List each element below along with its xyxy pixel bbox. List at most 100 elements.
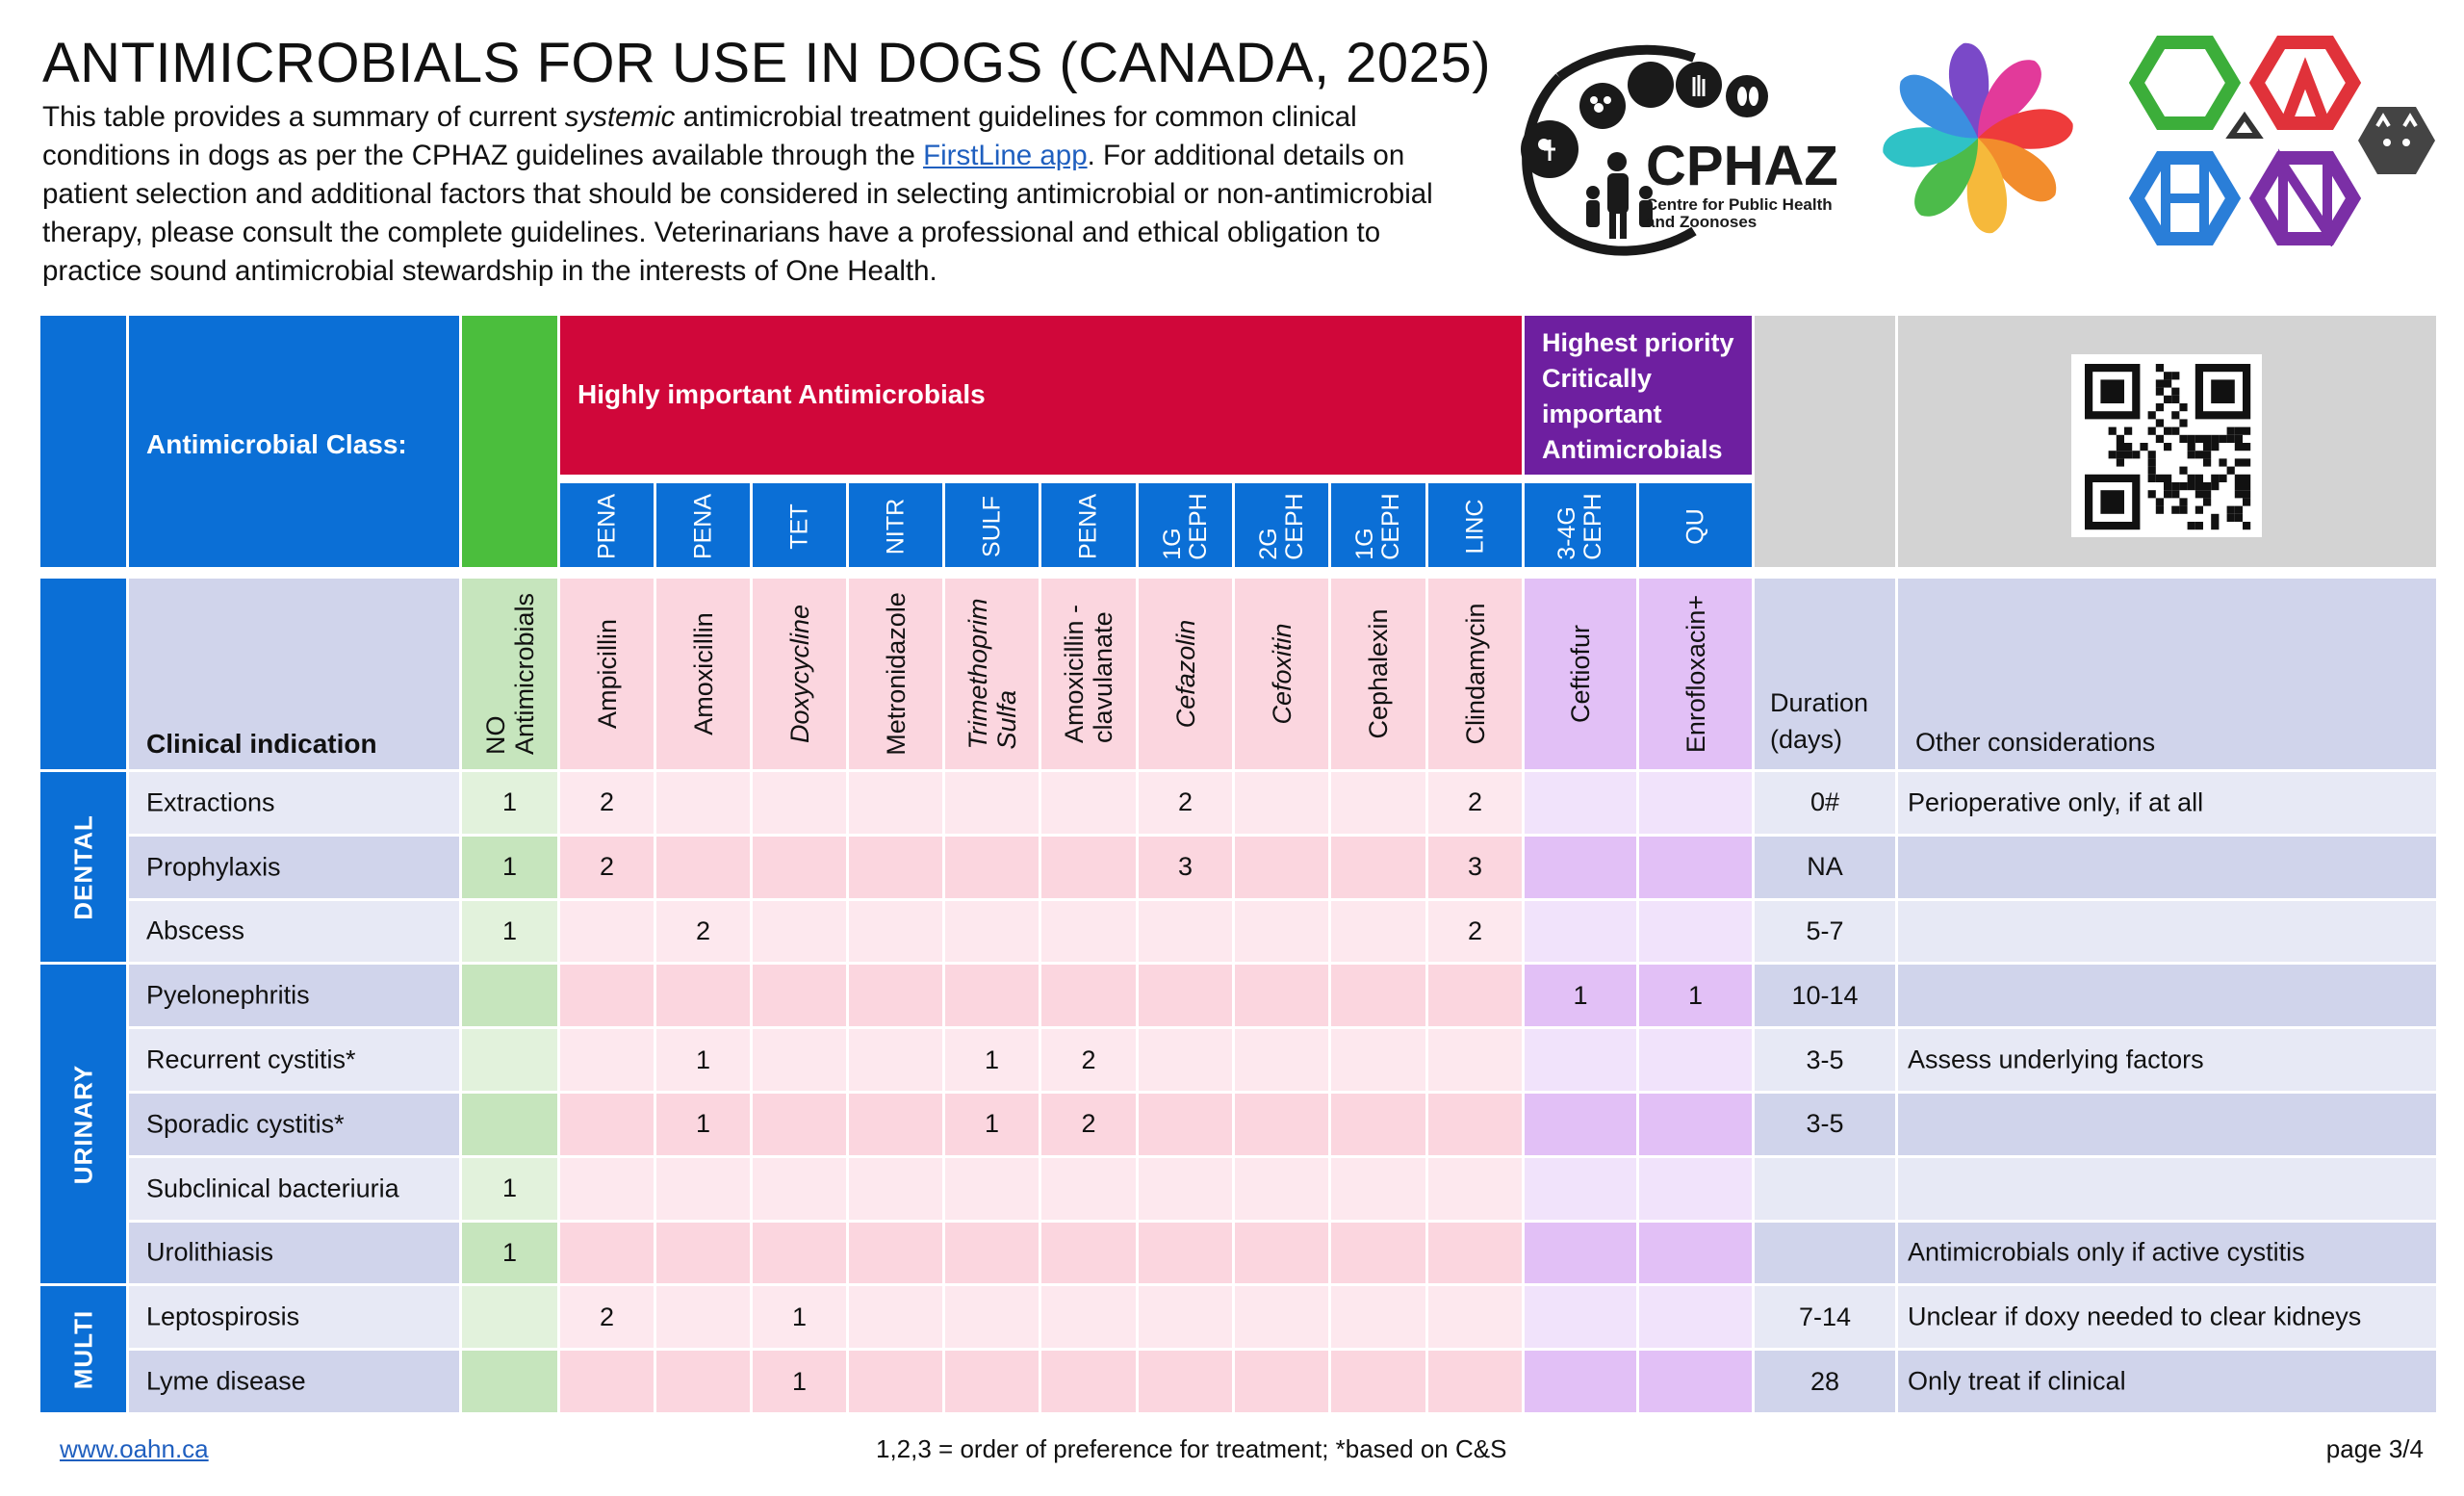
drug-value-cell xyxy=(945,1157,1039,1220)
no-antimicrobial-cell xyxy=(462,965,557,1027)
drug-value-cell xyxy=(1041,772,1136,834)
drug-value-cell xyxy=(753,1029,846,1091)
class-abbr-label: 2G CEPH xyxy=(1254,493,1308,560)
drug-value-cell: 2 xyxy=(656,900,750,963)
drug-value-cell xyxy=(1331,772,1425,834)
no-antimicrobial-cell xyxy=(462,1094,557,1155)
drug-value-cell xyxy=(1428,1286,1522,1349)
drug-value-cell xyxy=(849,1222,942,1284)
drug-value-cell xyxy=(1041,1286,1136,1349)
drug-value-cell xyxy=(560,900,654,963)
drug-value-cell: 2 xyxy=(560,1286,654,1349)
drug-value-cell xyxy=(1525,1157,1636,1220)
class-abbr-label: 1G CEPH xyxy=(1351,493,1404,560)
class-abbr-3: TET xyxy=(753,483,846,567)
drug-value-cell: 1 xyxy=(1525,965,1636,1027)
class-abbr-label: SULF xyxy=(978,496,1005,558)
table-row-indication: Urolithiasis xyxy=(129,1222,459,1284)
highly-important-header: Highly important Antimicrobials xyxy=(560,316,1522,475)
drug-name: Metronidazole xyxy=(881,592,911,756)
highest-priority-header: Highest priority Critically important Antim… xyxy=(1525,316,1752,475)
duration-cell: 7-14 xyxy=(1755,1286,1895,1349)
drug-value-cell xyxy=(1139,1222,1232,1284)
class-abbr-10: LINC xyxy=(1428,483,1522,567)
drug-value-cell xyxy=(753,1094,846,1155)
drug-value-cell xyxy=(1639,900,1752,963)
oahn-hexagon-logo xyxy=(2118,35,2435,248)
drug-value-cell xyxy=(1639,1094,1752,1155)
no-antimicrobial-cell xyxy=(462,1351,557,1412)
duration-cell: NA xyxy=(1755,836,1895,898)
no-antimicrobial-cell xyxy=(462,1029,557,1091)
drug-name: Ampicillin xyxy=(592,618,622,730)
drug-value-cell xyxy=(945,1286,1039,1349)
class-abbr-6: PENA xyxy=(1041,483,1136,567)
drug-header-7: Cefazolin xyxy=(1139,579,1232,769)
drug-value-cell xyxy=(1235,965,1328,1027)
indication-text: Leptospirosis xyxy=(146,1302,300,1331)
drug-value-cell xyxy=(1139,1094,1232,1155)
firstline-app-link[interactable]: FirstLine app xyxy=(923,140,1088,171)
indication-text: Pyelonephritis xyxy=(146,980,310,1010)
page-number: page 3/4 xyxy=(2325,1434,2424,1463)
other-considerations-text: Antimicrobials only if active cystitis xyxy=(1908,1237,2305,1267)
duration-cell xyxy=(1755,1157,1895,1220)
clinical-indication-label: Clinical indication xyxy=(146,729,377,759)
qr-header-cell xyxy=(1898,316,2436,567)
class-abbr-label: PENA xyxy=(593,494,620,560)
drug-header-5: Trimethoprim Sulfa xyxy=(945,579,1039,769)
drug-value-cell xyxy=(945,1351,1039,1412)
drug-value-cell xyxy=(849,1157,942,1220)
no-antimicrobial-cell: 1 xyxy=(462,836,557,898)
drug-value-cell xyxy=(1331,1222,1425,1284)
intro-text-2: antimicrobial treatment guidelines for c… xyxy=(42,101,1357,171)
drug-value-cell xyxy=(753,1222,846,1284)
class-abbr-label: LINC xyxy=(1461,499,1488,555)
oahn-icon xyxy=(2128,36,2435,248)
indication-text: Lyme disease xyxy=(146,1366,306,1396)
drug-value-cell xyxy=(656,1157,750,1220)
drug-value-cell xyxy=(1525,1094,1636,1155)
drug-value-cell xyxy=(1331,1157,1425,1220)
drug-value-cell xyxy=(849,1351,942,1412)
antimicrobial-class-header: Antimicrobial Class: xyxy=(129,316,459,567)
drug-value-cell xyxy=(656,836,750,898)
no-antimicrobial-header xyxy=(462,316,557,567)
cphaz-line2: and Zoonoses xyxy=(1646,213,1757,231)
class-abbr-7: 1G CEPH xyxy=(1139,483,1232,567)
drug-name: Cephalexin xyxy=(1364,608,1393,739)
drug-value-cell xyxy=(1428,965,1522,1027)
drug-value-cell xyxy=(1428,1094,1522,1155)
drug-value-cell xyxy=(1139,1029,1232,1091)
other-considerations-text: Perioperative only, if at all xyxy=(1908,787,2204,817)
drug-header-9: Cephalexin xyxy=(1331,579,1425,769)
drug-value-cell: 1 xyxy=(656,1094,750,1155)
other-considerations-cell xyxy=(1898,1094,2436,1155)
drug-value-cell xyxy=(560,1094,654,1155)
qr-code-icon[interactable] xyxy=(2071,354,2262,537)
other-considerations-cell: Only treat if clinical xyxy=(1898,1351,2436,1412)
drug-value-cell xyxy=(560,1222,654,1284)
oahn-website-link[interactable]: www.oahn.ca xyxy=(60,1434,209,1463)
drug-value-cell xyxy=(1331,1094,1425,1155)
drug-name: Ceftiofur xyxy=(1566,624,1595,724)
drug-value-cell xyxy=(1041,900,1136,963)
table-row-indication: Sporadic cystitis* xyxy=(129,1094,459,1155)
class-abbr-2: PENA xyxy=(656,483,750,567)
indication-text: Extractions xyxy=(146,787,275,817)
no-antimicrobials-header: NO Antimicrobials xyxy=(462,579,557,769)
table-row-indication: Subclinical bacteriuria xyxy=(129,1157,459,1220)
drug-header-6: Amoxicillin - clavulanate xyxy=(1041,579,1136,769)
class-abbr-label: NITR xyxy=(882,499,909,555)
drug-value-cell xyxy=(753,836,846,898)
cphaz-emblem-icon: CPHAZ Centre for Public Health and Zoono… xyxy=(1521,44,1838,256)
drug-value-cell xyxy=(1639,772,1752,834)
intro-text-1: This table provides a summary of current xyxy=(42,101,565,133)
drug-value-cell: 2 xyxy=(560,836,654,898)
no-antimicrobial-cell: 1 xyxy=(462,772,557,834)
drug-value-cell xyxy=(1525,1286,1636,1349)
drug-value-cell: 2 xyxy=(560,772,654,834)
drug-value-cell xyxy=(560,1029,654,1091)
no-antimicrobial-cell xyxy=(462,1286,557,1349)
other-considerations-cell: Assess underlying factors xyxy=(1898,1029,2436,1091)
